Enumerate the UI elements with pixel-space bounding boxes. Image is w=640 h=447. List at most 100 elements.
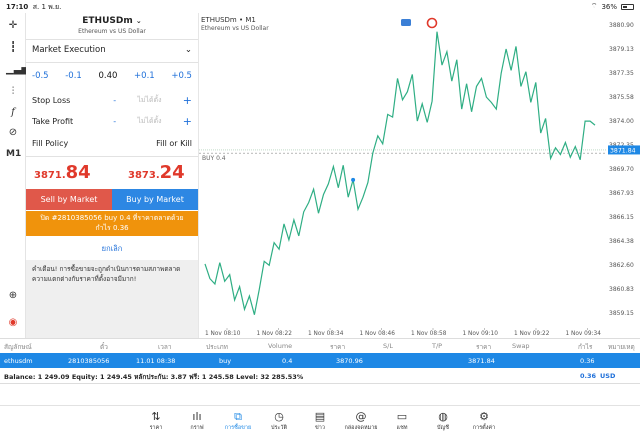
- nav-trade[interactable]: ⧉ การซื้อขาย: [218, 410, 258, 432]
- col-tp: T/P: [432, 342, 443, 350]
- nav-label: ราคา: [149, 425, 163, 431]
- row-ticket: 2810385056: [68, 357, 110, 365]
- close-position-label: ปิด #2810385056 buy 0.4 ที่ราคาตลาดด้วย: [40, 214, 184, 222]
- nav-label: การตั้งค่า: [472, 425, 496, 431]
- account-icon: ◍: [438, 410, 448, 423]
- buy-by-market-button[interactable]: Buy by Market: [112, 189, 198, 210]
- indicators-icon[interactable]: ⫶: [11, 86, 15, 97]
- nav-history[interactable]: ◷ ประวัติ: [259, 410, 299, 432]
- volume-value[interactable]: 0.40: [98, 71, 118, 81]
- news-icon: ▤: [314, 410, 326, 423]
- stop-loss-plus[interactable]: +: [182, 94, 192, 107]
- x-tick-label: 1 Nov 08:22: [257, 331, 293, 337]
- wifi-icon: ⌔: [590, 2, 598, 10]
- settings-icon: ⚙: [479, 410, 489, 423]
- volume-minus-small[interactable]: -0.1: [65, 71, 82, 81]
- exness-icon[interactable]: ◉: [8, 317, 18, 328]
- history-icon: ◷: [274, 410, 284, 423]
- chart-icon: ılı: [192, 410, 202, 423]
- stop-loss-row: Stop Loss - ไม่ได้ตั้ง +: [32, 94, 192, 107]
- status-time: 17:10: [6, 3, 29, 11]
- x-tick-label: 1 Nov 09:10: [463, 331, 499, 337]
- y-tick-label: 3860.83: [609, 286, 634, 293]
- col-swap: Swap: [512, 342, 530, 350]
- x-tick-label: 1 Nov 08:58: [411, 331, 447, 337]
- take-profit-input[interactable]: ไม่ได้ตั้ง: [137, 117, 162, 125]
- table-row[interactable]: [0, 353, 640, 368]
- take-profit-plus[interactable]: +: [182, 115, 192, 128]
- symbol-description: Ethereum vs US Dollar: [78, 28, 146, 35]
- symbol-selector[interactable]: ETHUSDm ⌄: [82, 16, 142, 26]
- nav-label: บัญชี: [437, 425, 449, 431]
- nav-label: ข่าว: [315, 425, 325, 431]
- warning-text: คำเตือน! การซื้อขายจะถูกดำเนินการตามสภาพ…: [32, 265, 181, 283]
- row-symbol: ethusdm: [4, 357, 33, 365]
- row-current-price: 3871.84: [468, 357, 495, 365]
- row-price: 3870.96: [336, 357, 363, 365]
- nav-mailbox[interactable]: @ กล่องจดหมาย: [341, 410, 381, 432]
- function-icon[interactable]: f: [11, 107, 15, 118]
- execution-selector[interactable]: Market Execution ⌄: [32, 45, 192, 55]
- row-profit: 0.36: [580, 357, 595, 365]
- status-bar: 17:10 ส. 1 พ.ย. ⌔ 36%: [0, 0, 640, 13]
- y-tick-label: 3859.15: [609, 310, 634, 317]
- bottom-nav: ⇅ ราคา ılı กราฟ ⧉ การซื้อขาย ◷ ประวัติ ▤ ข่าว @ กล่…: [0, 405, 640, 447]
- zoom-icon[interactable]: ⊕: [8, 290, 18, 301]
- col-type: ประเภท: [206, 343, 228, 351]
- current-price-badge-label: 3871.84: [610, 147, 636, 154]
- nav-news[interactable]: ▤ ข่าว: [300, 410, 340, 432]
- col-sl: S/L: [383, 342, 393, 350]
- buy-order-label: BUY 0.4: [202, 155, 226, 162]
- row-volume: 0.4: [282, 357, 293, 365]
- col-profit: กำไร: [578, 343, 593, 351]
- take-profit-label: Take Profit: [32, 117, 74, 126]
- chevron-down-icon: ⌄: [184, 45, 192, 55]
- take-profit-row: Take Profit - ไม่ได้ตั้ง +: [32, 115, 192, 128]
- price-line: [204, 31, 596, 315]
- take-profit-minus[interactable]: -: [113, 117, 117, 126]
- chart-type-icon[interactable]: ┇: [9, 42, 17, 53]
- cancel-button[interactable]: ยกเลิก: [101, 244, 123, 253]
- objects-icon[interactable]: ⊘: [8, 127, 18, 138]
- left-toolbar: ✛ ┇ ▁▃▅ ⫶ f ⊘ M1 ⊕ ◉: [0, 13, 30, 338]
- balance-summary: Balance: 1 249.09 Equity: 1 249.45 หลักป…: [4, 373, 304, 381]
- nav-label: กราฟ: [190, 425, 204, 431]
- y-tick-label: 3866.15: [609, 214, 634, 221]
- quotes-icon: ⇅: [151, 410, 161, 423]
- row-type: buy: [219, 357, 232, 365]
- timeframe-icon[interactable]: ▁▃▅: [6, 64, 30, 75]
- y-tick-label: 3879.13: [609, 46, 634, 53]
- stop-loss-input[interactable]: ไม่ได้ตั้ง: [137, 96, 162, 104]
- y-tick-label: 3880.90: [609, 22, 634, 29]
- close-position-button[interactable]: ปิด #2810385056 buy 0.4 ที่ราคาตลาดด้วย …: [26, 211, 198, 236]
- nav-chart[interactable]: ılı กราฟ: [177, 410, 217, 432]
- nav-chat[interactable]: ▭ แชท: [382, 410, 422, 432]
- nav-account[interactable]: ◍ บัญชี: [423, 410, 463, 432]
- y-tick-label: 3864.38: [609, 238, 634, 245]
- price-chart[interactable]: ETHUSDm • M1 Ethereum vs US Dollar 3880.90…: [198, 13, 640, 338]
- row-time: 11.01 08:38: [136, 357, 176, 365]
- status-date: ส. 1 พ.ย.: [32, 3, 62, 11]
- chart-subtitle: Ethereum vs US Dollar: [201, 25, 269, 32]
- m1-timeframe-button[interactable]: M1: [6, 149, 22, 159]
- currency-label: USD: [600, 372, 616, 380]
- nav-label: แชท: [396, 425, 408, 431]
- col-volume: Volume: [268, 342, 293, 350]
- x-tick-label: 1 Nov 08:46: [360, 331, 396, 337]
- sell-by-market-button[interactable]: Sell by Market: [26, 189, 112, 210]
- volume-row: -0.5 -0.1 0.40 +0.1 +0.5: [32, 71, 192, 81]
- volume-plus-small[interactable]: +0.1: [134, 71, 155, 81]
- chevron-down-icon: ⌄: [135, 17, 142, 25]
- chat-icon: ▭: [396, 410, 408, 423]
- col-time: เวลา: [158, 343, 172, 351]
- nav-quotes[interactable]: ⇅ ราคา: [136, 410, 176, 432]
- volume-plus-big[interactable]: +0.5: [171, 71, 192, 81]
- stop-loss-minus[interactable]: -: [113, 96, 117, 105]
- crosshair-icon[interactable]: ✛: [8, 20, 18, 31]
- order-panel: ETHUSDm ⌄ Ethereum vs US Dollar Market E…: [26, 13, 198, 338]
- nav-settings[interactable]: ⚙ การตั้งค่า: [464, 410, 504, 432]
- volume-minus-big[interactable]: -0.5: [32, 71, 49, 81]
- fill-policy-row[interactable]: Fill Policy Fill or Kill: [32, 139, 192, 148]
- x-tick-label: 1 Nov 09:22: [514, 331, 550, 337]
